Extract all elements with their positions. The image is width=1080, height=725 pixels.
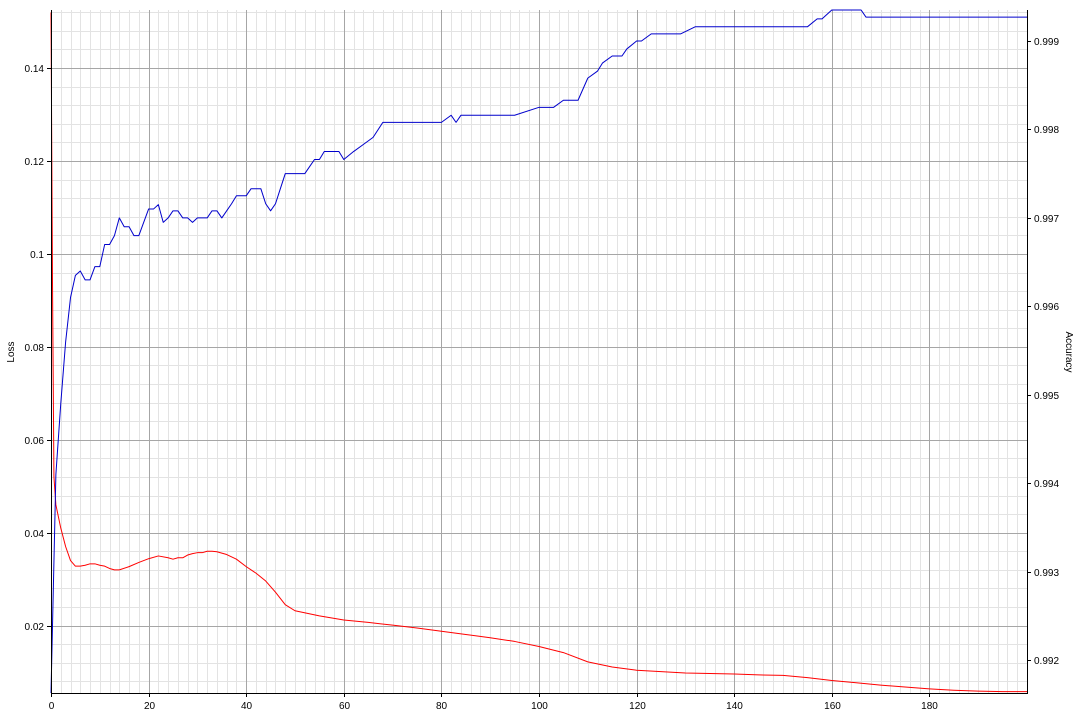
x-tick-label: 40 bbox=[241, 701, 253, 712]
right-tick-label: 0.994 bbox=[1034, 479, 1059, 490]
right-tick-label: 0.992 bbox=[1034, 656, 1059, 667]
right-tick-label: 0.995 bbox=[1034, 391, 1059, 402]
left-tick-label: 0.1 bbox=[30, 250, 44, 261]
x-tick-label: 120 bbox=[629, 701, 646, 712]
labels-layer: Loss Accuracy 0 20 40 60 80 100 120 140 160 180 0.… bbox=[6, 37, 1074, 712]
x-tick-label: 60 bbox=[339, 701, 351, 712]
left-axis-title: Loss bbox=[6, 341, 17, 362]
x-tick-label: 100 bbox=[531, 701, 548, 712]
left-tick-label: 0.08 bbox=[25, 343, 45, 354]
left-tick-label: 0.14 bbox=[25, 64, 45, 75]
left-tick-label: 0.04 bbox=[25, 529, 45, 540]
right-tick-label: 0.998 bbox=[1034, 125, 1059, 136]
right-tick-label: 0.996 bbox=[1034, 302, 1059, 313]
right-tick-label: 0.999 bbox=[1034, 37, 1059, 48]
right-tick-label: 0.997 bbox=[1034, 214, 1059, 225]
x-tick-label: 0 bbox=[49, 701, 55, 712]
x-tick-label: 180 bbox=[921, 701, 938, 712]
right-tick-label: 0.993 bbox=[1034, 568, 1059, 579]
x-tick-label: 80 bbox=[436, 701, 448, 712]
loss-series-line bbox=[50, 12, 1027, 693]
x-tick-label: 140 bbox=[726, 701, 743, 712]
axes-layer bbox=[47, 10, 1031, 697]
major-grid bbox=[51, 10, 1027, 693]
left-tick-label: 0.02 bbox=[25, 622, 45, 633]
x-tick-label: 20 bbox=[144, 701, 156, 712]
x-tick-label: 160 bbox=[824, 701, 841, 712]
series-layer bbox=[50, 9, 1027, 694]
left-tick-label: 0.06 bbox=[25, 436, 45, 447]
accuracy-series-line bbox=[50, 9, 1027, 694]
left-tick-label: 0.12 bbox=[25, 157, 45, 168]
right-axis-title: Accuracy bbox=[1063, 331, 1074, 372]
